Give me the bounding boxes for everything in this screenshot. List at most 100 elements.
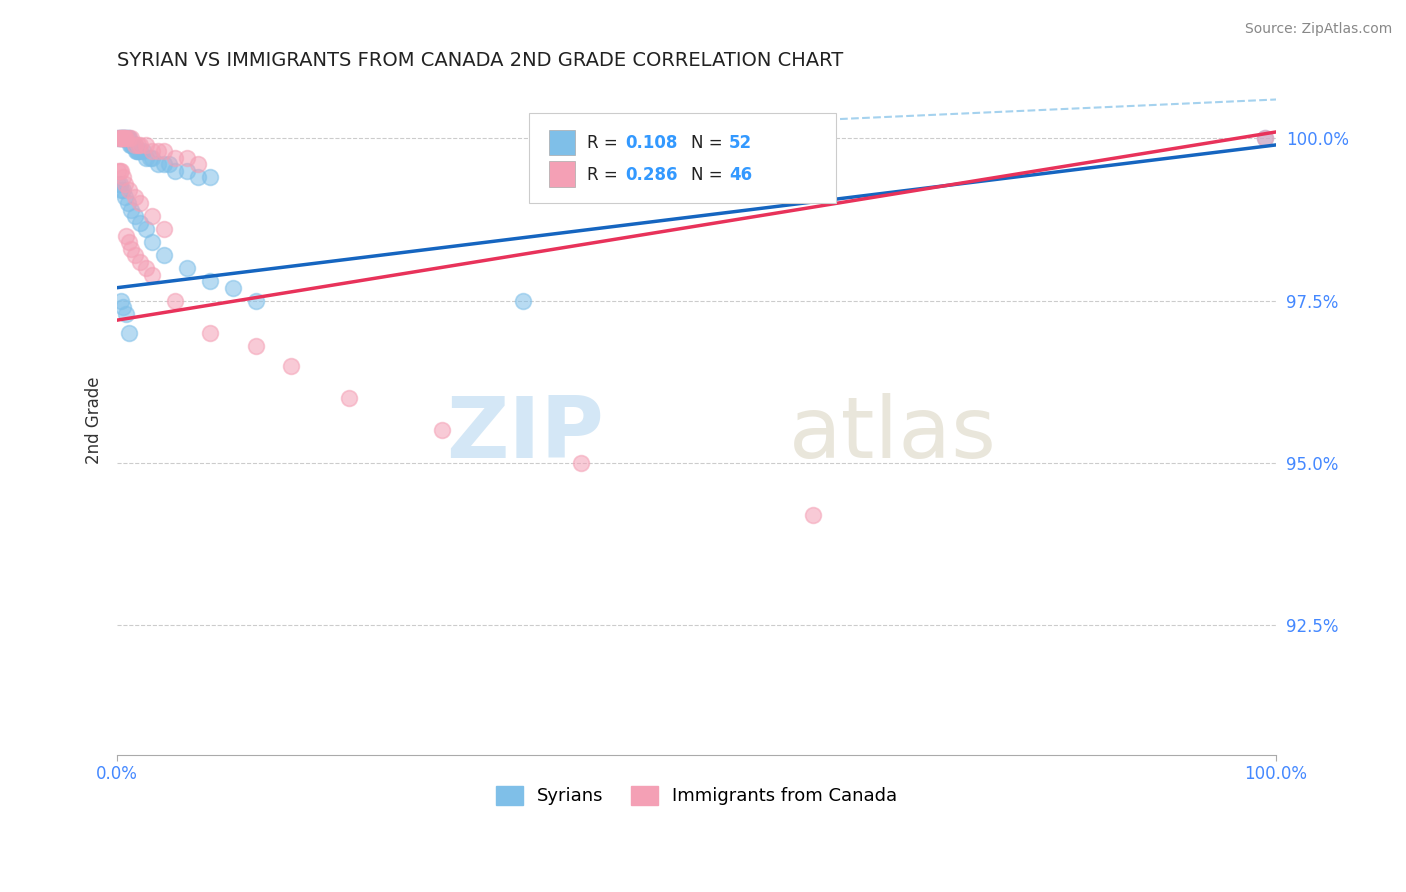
Point: [114, 190, 136, 204]
Point: [127, 145, 149, 159]
Text: ZIP: ZIP: [446, 392, 605, 475]
Point: [118, 235, 141, 250]
Point: [118, 326, 141, 340]
Point: [198, 170, 221, 185]
Point: [146, 157, 169, 171]
Point: [198, 326, 221, 340]
Point: [108, 177, 131, 191]
Text: R =: R =: [586, 166, 623, 184]
Point: [141, 235, 163, 250]
Point: [117, 131, 139, 145]
Point: [118, 131, 141, 145]
Text: Source: ZipAtlas.com: Source: ZipAtlas.com: [1244, 22, 1392, 37]
Point: [111, 183, 134, 197]
Point: [110, 164, 132, 178]
Y-axis label: 2nd Grade: 2nd Grade: [86, 377, 103, 465]
Point: [115, 131, 138, 145]
Point: [115, 307, 138, 321]
Point: [112, 131, 135, 145]
Point: [110, 293, 132, 308]
Point: [131, 145, 153, 159]
Point: [107, 131, 129, 145]
Text: N =: N =: [690, 166, 728, 184]
Point: [107, 164, 129, 178]
Point: [114, 131, 136, 145]
Point: [141, 268, 163, 282]
Point: [141, 209, 163, 223]
Point: [165, 151, 187, 165]
Point: [111, 131, 134, 145]
Point: [245, 293, 267, 308]
Point: [122, 137, 145, 152]
Point: [146, 145, 169, 159]
Bar: [550, 161, 575, 186]
Point: [176, 151, 198, 165]
Point: [141, 151, 163, 165]
Point: [125, 145, 148, 159]
Point: [152, 145, 174, 159]
Text: 52: 52: [730, 134, 752, 152]
Point: [280, 359, 302, 373]
Point: [337, 391, 360, 405]
Text: 0.286: 0.286: [624, 166, 678, 184]
Point: [187, 170, 209, 185]
Point: [110, 131, 132, 145]
Point: [141, 145, 163, 159]
Point: [801, 508, 824, 522]
Point: [118, 137, 141, 152]
Point: [108, 131, 131, 145]
Point: [138, 151, 160, 165]
Point: [108, 131, 131, 145]
Text: 46: 46: [730, 166, 752, 184]
Point: [129, 254, 152, 268]
Point: [117, 196, 139, 211]
Text: N =: N =: [690, 134, 728, 152]
Point: [1253, 131, 1275, 145]
FancyBboxPatch shape: [529, 113, 835, 203]
Point: [118, 183, 141, 197]
Bar: [550, 130, 575, 155]
Text: 0.108: 0.108: [624, 134, 678, 152]
Point: [127, 137, 149, 152]
Point: [108, 164, 131, 178]
Point: [176, 164, 198, 178]
Point: [1253, 131, 1275, 145]
Point: [187, 157, 209, 171]
Point: [569, 456, 592, 470]
Point: [110, 131, 132, 145]
Point: [124, 190, 146, 204]
Point: [124, 137, 146, 152]
Text: atlas: atlas: [789, 392, 997, 475]
Point: [129, 216, 152, 230]
Point: [124, 209, 146, 223]
Point: [129, 196, 152, 211]
Point: [125, 145, 148, 159]
Point: [112, 131, 135, 145]
Point: [512, 293, 534, 308]
Point: [157, 157, 180, 171]
Point: [135, 137, 157, 152]
Point: [120, 202, 142, 217]
Point: [111, 131, 134, 145]
Point: [121, 137, 143, 152]
Point: [135, 261, 157, 276]
Point: [135, 222, 157, 236]
Point: [115, 228, 138, 243]
Point: [118, 131, 141, 145]
Point: [111, 131, 134, 145]
Point: [124, 248, 146, 262]
Point: [430, 424, 453, 438]
Point: [114, 177, 136, 191]
Point: [114, 131, 136, 145]
Point: [111, 131, 134, 145]
Point: [165, 164, 187, 178]
Legend: Syrians, Immigrants from Canada: Syrians, Immigrants from Canada: [488, 779, 904, 813]
Point: [107, 177, 129, 191]
Point: [115, 131, 138, 145]
Point: [152, 248, 174, 262]
Point: [222, 281, 245, 295]
Point: [120, 131, 142, 145]
Point: [107, 131, 129, 145]
Point: [176, 261, 198, 276]
Point: [129, 137, 152, 152]
